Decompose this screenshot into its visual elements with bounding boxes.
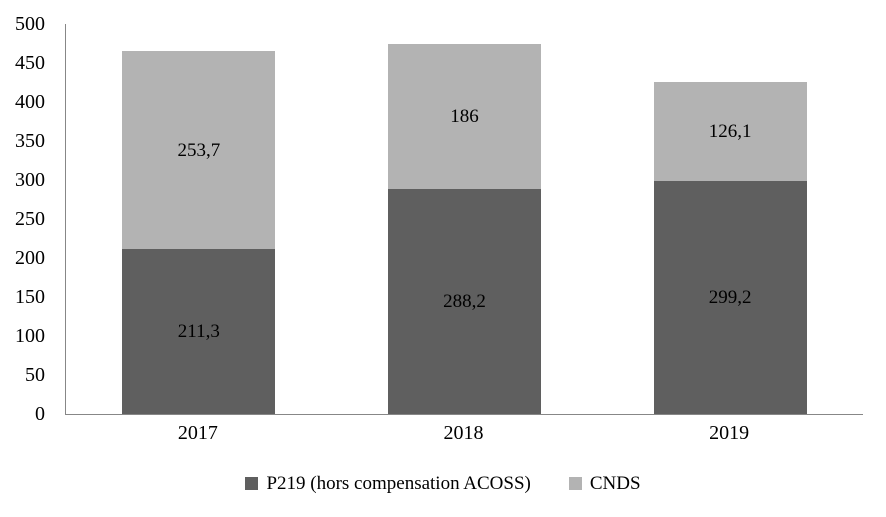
data-label: 186 <box>450 106 479 128</box>
y-tick-label: 50 <box>25 364 45 386</box>
legend-swatch-icon <box>245 477 259 490</box>
y-tick-label: 150 <box>15 286 45 308</box>
stacked-bar-2019: 126,1 299,2 <box>653 24 807 414</box>
legend: P219 (hors compensation ACOSS) CNDS <box>0 474 886 493</box>
data-label: 253,7 <box>177 139 221 161</box>
x-axis: 2017 2018 2019 <box>65 423 862 443</box>
legend-item: P219 (hors compensation ACOSS) <box>245 473 531 494</box>
legend-label: CNDS <box>589 473 641 494</box>
x-category-label: 2019 <box>709 422 750 444</box>
y-axis: 0 50 100 150 200 250 300 350 400 450 500 <box>0 0 45 517</box>
data-label: 211,3 <box>177 321 220 343</box>
data-label: 288,2 <box>443 291 486 313</box>
y-tick-label: 0 <box>35 403 45 425</box>
x-category-label: 2018 <box>443 422 484 444</box>
stacked-bar-2017: 253,7 211,3 <box>122 24 276 414</box>
plot-area: 253,7 211,3 186 288,2 126,1 299,2 <box>65 24 863 415</box>
bar-group-2018: 186 288,2 <box>332 24 598 414</box>
x-category-label: 2017 <box>177 422 218 444</box>
y-tick-label: 500 <box>15 13 45 35</box>
bar-group-2019: 126,1 299,2 <box>597 24 863 414</box>
bar-group-2017: 253,7 211,3 <box>66 24 332 414</box>
bar-segment: 126,1 <box>653 82 807 181</box>
y-tick-label: 400 <box>15 91 45 113</box>
stacked-bar-2018: 186 288,2 <box>388 24 541 414</box>
legend-item: CNDS <box>568 473 641 494</box>
bar-segment: 299,2 <box>653 180 807 414</box>
y-tick-label: 250 <box>15 208 45 230</box>
data-label: 299,2 <box>708 286 752 308</box>
bar-segment: 288,2 <box>388 189 541 414</box>
y-tick-label: 200 <box>15 247 45 269</box>
y-tick-label: 100 <box>15 325 45 347</box>
bars-container: 253,7 211,3 186 288,2 126,1 299,2 <box>66 24 863 414</box>
legend-label: P219 (hors compensation ACOSS) <box>266 473 531 494</box>
y-tick-label: 300 <box>15 169 45 191</box>
bar-segment: 211,3 <box>122 249 276 414</box>
bar-segment: 186 <box>388 44 541 190</box>
data-label: 126,1 <box>708 120 752 142</box>
legend-swatch-icon <box>568 477 582 490</box>
bar-segment: 253,7 <box>122 51 276 250</box>
y-tick-label: 350 <box>15 130 45 152</box>
y-tick-label: 450 <box>15 52 45 74</box>
